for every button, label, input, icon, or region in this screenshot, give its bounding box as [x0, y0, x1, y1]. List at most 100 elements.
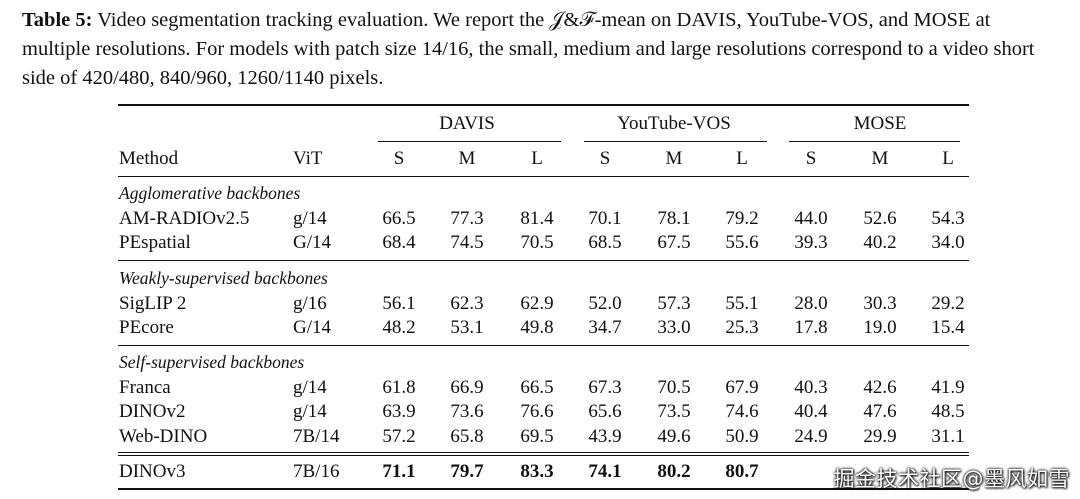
final-rule-a	[118, 452, 969, 453]
data-cell: 50.9	[725, 425, 759, 447]
data-cell: 40.3	[794, 377, 828, 398]
data-cell: 66.5	[520, 377, 554, 398]
data-cell: 33.0	[657, 317, 691, 339]
data-cell-bold: 71.1	[382, 461, 416, 482]
section-title: Self-supervised backbones	[119, 352, 305, 372]
data-cell: 68.4	[382, 232, 416, 254]
data-cell: 67.9	[725, 377, 759, 398]
mose-cmidrule	[789, 141, 960, 142]
caption-text: Video segmentation tracking evaluation. …	[22, 9, 1035, 89]
section-title: Agglomerative backbones	[119, 183, 301, 203]
table-caption: Table 5: Video segmentation tracking eva…	[22, 6, 1062, 93]
row-vit: G/14	[293, 232, 331, 254]
data-cell: 25.3	[725, 317, 759, 339]
data-cell: 44.0	[794, 208, 828, 229]
data-cell: 34.0	[931, 232, 965, 254]
row-vit: g/14	[293, 401, 327, 423]
row-vit: g/14	[293, 208, 327, 229]
data-cell-bold: 80.7	[725, 461, 759, 482]
data-cell: 28.0	[794, 293, 828, 314]
data-cell: 77.3	[450, 208, 484, 229]
data-cell-bold: 80.2	[657, 461, 691, 482]
row-method: PEspatial	[119, 232, 191, 254]
data-cell: 73.6	[450, 401, 484, 423]
group-header: DAVIS	[439, 113, 495, 134]
row-method: Web-DINO	[119, 425, 208, 447]
data-cell: 74.5	[450, 232, 484, 254]
data-cell: 81.4	[520, 208, 554, 229]
row-method: AM-RADIOv2.5	[119, 208, 250, 229]
column-header: S	[599, 148, 611, 169]
data-cell: 67.3	[588, 377, 622, 398]
data-cell: 65.6	[588, 401, 622, 423]
data-cell: 34.7	[588, 317, 622, 339]
bottom-rule	[118, 488, 969, 490]
column-header: S	[393, 148, 405, 169]
data-cell: 40.4	[794, 401, 828, 423]
davis-cmidrule	[378, 141, 561, 142]
row-method: SigLIP 2	[119, 293, 187, 314]
data-cell: 43.9	[588, 425, 622, 447]
column-header: S	[805, 148, 817, 169]
section-rule-1	[118, 260, 969, 261]
data-cell: 24.9	[794, 425, 828, 447]
data-cell: 54.3	[931, 208, 965, 229]
data-cell: 78.1	[657, 208, 691, 229]
section-title: Weakly-supervised backbones	[119, 268, 328, 288]
data-cell: 62.3	[450, 293, 484, 314]
column-header: Method	[119, 148, 179, 169]
data-cell: 53.1	[450, 317, 484, 339]
section-rule-2	[118, 345, 969, 346]
top-rule	[118, 104, 969, 106]
data-cell: 29.9	[863, 425, 897, 447]
column-header: L	[942, 148, 954, 169]
data-cell: 52.6	[863, 208, 897, 229]
column-header: M	[458, 148, 476, 169]
data-cell: 31.1	[931, 425, 965, 447]
data-cell: 73.5	[657, 401, 691, 423]
data-cell: 48.5	[931, 401, 965, 423]
ytvos-cmidrule	[584, 141, 767, 142]
watermark-text: 掘金技术社区@墨风如雪	[833, 467, 1070, 491]
data-cell: 69.5	[520, 425, 554, 447]
data-cell: 40.2	[863, 232, 897, 254]
data-cell: 65.8	[450, 425, 484, 447]
data-cell: 67.5	[657, 232, 691, 254]
data-cell: 29.2	[931, 293, 965, 314]
data-cell: 48.2	[382, 317, 416, 339]
group-header: YouTube-VOS	[617, 113, 731, 134]
final-row-method: DINOv3	[119, 461, 186, 482]
data-cell: 76.6	[520, 401, 554, 423]
data-cell: 41.9	[931, 377, 965, 398]
data-cell: 63.9	[382, 401, 416, 423]
caption-label: Table 5:	[22, 9, 93, 31]
header-rule	[118, 176, 969, 177]
data-cell: 74.6	[725, 401, 759, 423]
data-cell: 49.8	[520, 317, 554, 339]
data-cell: 30.3	[863, 293, 897, 314]
final-row-vit: 7B/16	[293, 461, 340, 482]
data-cell: 66.9	[450, 377, 484, 398]
data-cell: 15.4	[931, 317, 965, 339]
data-cell: 62.9	[520, 293, 554, 314]
data-cell: 42.6	[863, 377, 897, 398]
data-cell: 61.8	[382, 377, 416, 398]
data-cell: 49.6	[657, 425, 691, 447]
data-cell-bold: 83.3	[520, 461, 554, 482]
data-cell: 39.3	[794, 232, 828, 254]
data-cell: 17.8	[794, 317, 828, 339]
column-header: L	[531, 148, 543, 169]
data-cell: 57.2	[382, 425, 416, 447]
row-vit: 7B/14	[293, 425, 340, 447]
row-method: PEcore	[119, 317, 174, 339]
data-cell: 70.5	[520, 232, 554, 254]
data-cell: 79.2	[725, 208, 759, 229]
column-header: M	[871, 148, 889, 169]
data-cell-bold: 79.7	[450, 461, 484, 482]
data-cell: 70.1	[588, 208, 622, 229]
row-vit: G/14	[293, 317, 331, 339]
data-cell: 19.0	[863, 317, 897, 339]
column-header: ViT	[293, 148, 323, 169]
column-header: L	[736, 148, 748, 169]
data-cell: 55.6	[725, 232, 759, 254]
